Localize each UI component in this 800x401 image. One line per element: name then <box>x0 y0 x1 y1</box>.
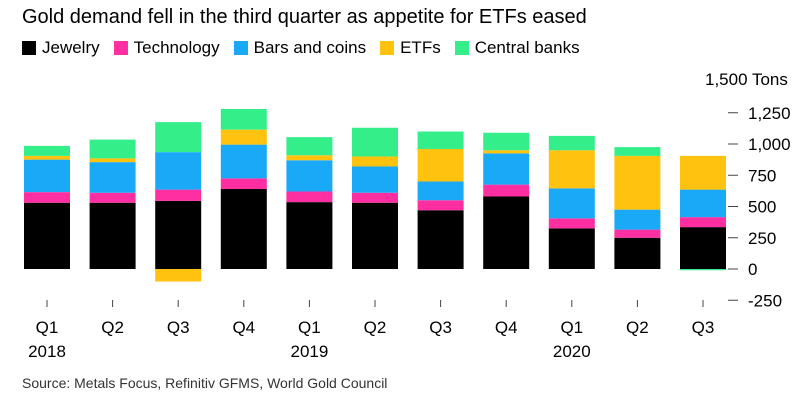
bar-etfs-5 <box>286 155 333 161</box>
bar-technology-10 <box>614 229 661 238</box>
legend-item-central-banks: Central banks <box>454 38 580 58</box>
bar-jewelry-8 <box>483 196 530 269</box>
bar-bars-and-coins-1 <box>24 159 70 193</box>
legend-label-etfs: ETFs <box>400 38 441 57</box>
x-tick-label-9: Q1 <box>560 318 583 337</box>
bar-etfs-1 <box>24 155 70 160</box>
bar-jewelry-11 <box>680 227 726 269</box>
bar-technology-2 <box>89 192 136 203</box>
legend-swatch-jewelry <box>22 41 36 55</box>
legend-item-etfs: ETFs <box>380 38 441 58</box>
bar-jewelry-7 <box>417 210 464 269</box>
bar-etfs-11 <box>680 155 726 190</box>
chart-title: Gold demand fell in the third quarter as… <box>22 6 587 28</box>
bar-technology-11 <box>680 217 726 228</box>
bar-etfs-2 <box>89 158 136 163</box>
bar-etfs-6 <box>352 156 398 167</box>
bar-bars-and-coins-9 <box>548 188 595 219</box>
bar-technology-9 <box>548 218 595 229</box>
bar-jewelry-5 <box>286 202 333 269</box>
year-label-2: 2019 <box>290 342 328 361</box>
bar-bars-and-coins-11 <box>680 189 726 218</box>
bar-central-banks-3 <box>155 122 202 153</box>
bar-central-banks-11 <box>680 269 726 271</box>
bar-technology-3 <box>155 189 202 201</box>
bar-central-banks-8 <box>483 132 530 151</box>
bar-central-banks-6 <box>352 127 398 157</box>
x-tick-label-1: Q1 <box>36 318 59 337</box>
x-tick-label-4: Q4 <box>232 318 255 337</box>
bar-bars-and-coins-4 <box>220 144 267 179</box>
bar-jewelry-6 <box>352 202 398 269</box>
bar-technology-8 <box>483 184 530 197</box>
bar-central-banks-9 <box>548 135 595 151</box>
bar-bars-and-coins-10 <box>614 209 661 230</box>
legend-swatch-technology <box>113 41 128 55</box>
bar-central-banks-10 <box>614 147 661 156</box>
legend-label-central-banks: Central banks <box>474 38 580 57</box>
bar-bars-and-coins-6 <box>352 166 398 193</box>
legend-swatch-bars-and-coins <box>233 41 248 55</box>
bar-technology-5 <box>286 191 333 203</box>
bar-etfs-3 <box>155 269 202 282</box>
bar-central-banks-7 <box>417 131 464 149</box>
legend-item-jewelry: Jewelry <box>22 38 100 58</box>
bar-bars-and-coins-2 <box>89 162 136 193</box>
year-label-1: 2018 <box>28 342 66 361</box>
bar-technology-6 <box>352 192 398 203</box>
legend-item-bars-and-coins: Bars and coins <box>233 38 367 58</box>
bar-etfs-10 <box>614 155 661 210</box>
bar-central-banks-4 <box>220 109 267 130</box>
bar-jewelry-9 <box>548 228 595 269</box>
x-tick-label-11: Q3 <box>692 318 715 337</box>
legend-label-jewelry: Jewelry <box>42 38 100 57</box>
bar-central-banks-5 <box>286 137 333 156</box>
year-label-3: 2020 <box>553 342 591 361</box>
legend-label-technology: Technology <box>133 38 220 57</box>
y-tick-label-4: 750 <box>748 166 776 185</box>
bar-bars-and-coins-8 <box>483 153 530 185</box>
y-tick-label-6: 250 <box>748 229 776 248</box>
bar-jewelry-1 <box>24 202 70 269</box>
x-tick-label-6: Q2 <box>364 318 387 337</box>
bar-central-banks-1 <box>24 145 70 156</box>
legend-swatch-etfs <box>380 41 395 55</box>
bar-etfs-4 <box>220 129 267 145</box>
bar-bars-and-coins-3 <box>155 152 202 190</box>
bar-etfs-8 <box>483 150 530 154</box>
bar-bars-and-coins-5 <box>286 160 333 192</box>
bar-technology-4 <box>220 178 267 189</box>
y-tick-label-3: 1,000 <box>748 135 791 154</box>
x-tick-label-2: Q2 <box>101 318 124 337</box>
bar-bars-and-coins-7 <box>417 181 464 201</box>
legend-swatch-central-banks <box>454 41 469 55</box>
y-tick-label-8: -250 <box>748 291 782 310</box>
bar-etfs-9 <box>548 150 595 189</box>
bar-technology-1 <box>24 192 70 203</box>
bar-jewelry-3 <box>155 200 202 269</box>
x-tick-label-10: Q2 <box>626 318 649 337</box>
bar-central-banks-2 <box>89 139 136 159</box>
bar-jewelry-2 <box>89 202 136 269</box>
bar-technology-7 <box>417 200 464 211</box>
legend-label-bars-and-coins: Bars and coins <box>253 38 367 57</box>
bar-etfs-7 <box>417 149 464 182</box>
y-tick-label-5: 500 <box>748 198 776 217</box>
y-tick-label-7: 0 <box>748 260 757 279</box>
x-tick-label-5: Q1 <box>298 318 321 337</box>
x-tick-label-3: Q3 <box>167 318 190 337</box>
x-tick-label-8: Q4 <box>495 318 518 337</box>
bar-jewelry-4 <box>220 189 267 269</box>
legend-item-technology: Technology <box>113 38 220 58</box>
y-tick-label-1: 1,500 Tons <box>705 70 788 89</box>
bar-jewelry-10 <box>614 237 661 269</box>
source-note: Source: Metals Focus, Refinitiv GFMS, Wo… <box>22 375 388 391</box>
y-tick-label-2: 1,250 <box>748 104 791 123</box>
x-tick-label-7: Q3 <box>429 318 452 337</box>
chart-legend: Jewelry Technology Bars and coins ETFs C… <box>22 38 580 58</box>
